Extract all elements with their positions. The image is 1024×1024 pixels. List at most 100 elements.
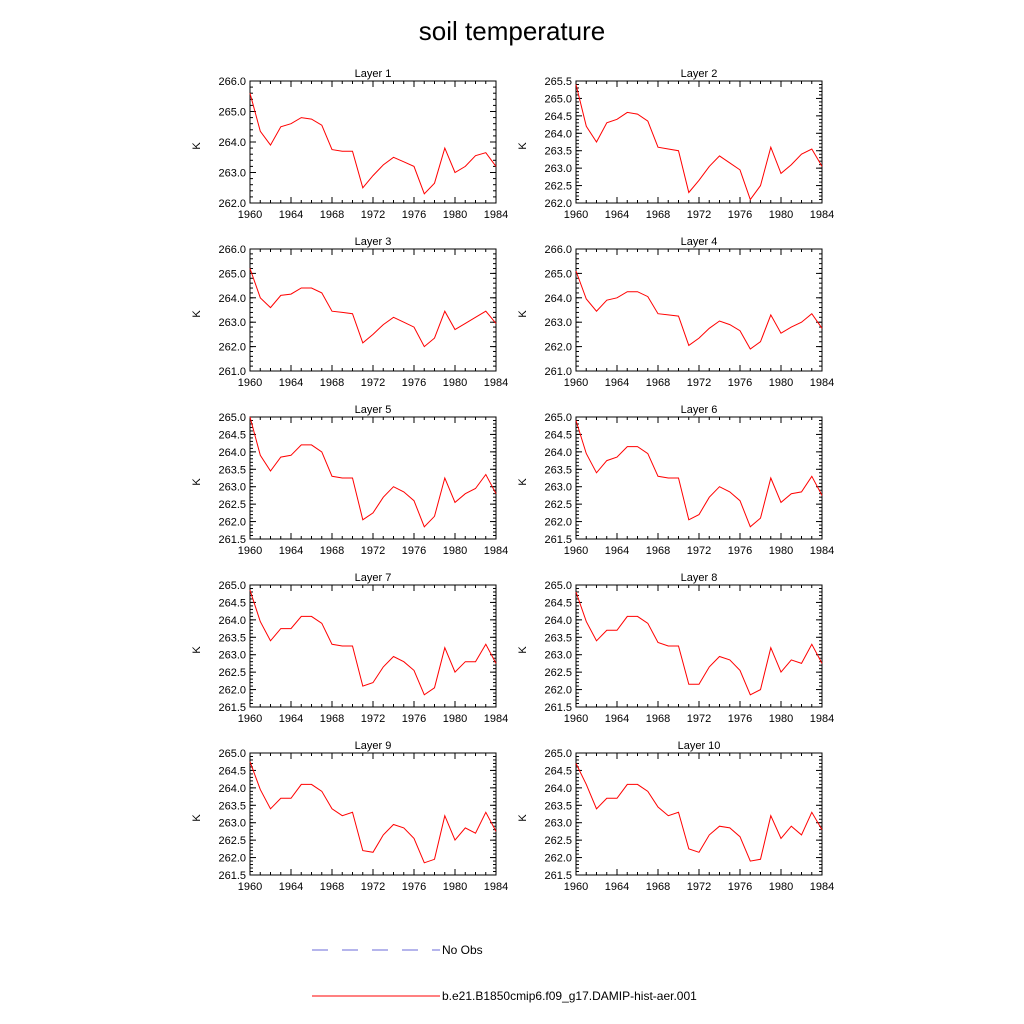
y-tick-label: 262.0 bbox=[544, 198, 572, 210]
x-tick-label: 1964 bbox=[605, 881, 629, 893]
x-tick-label: 1968 bbox=[646, 209, 670, 221]
panel-layer-6: Layer 6 K 1960 1964 1968 1972 1976 1980 1984 261.… bbox=[517, 404, 834, 557]
legend-label-model: b.e21.B1850cmip6.f09_g17.DAMIP-hist-aer.… bbox=[442, 989, 697, 1003]
y-tick-label: 265.0 bbox=[544, 748, 572, 760]
x-tick-label: 1960 bbox=[238, 881, 262, 893]
y-tick-label: 264.5 bbox=[544, 111, 572, 123]
x-tick-label: 1984 bbox=[810, 713, 834, 725]
x-tick-label: 1968 bbox=[646, 377, 670, 389]
y-tick-label: 265.0 bbox=[544, 268, 572, 280]
plot-frame bbox=[249, 248, 497, 372]
x-tick-label: 1980 bbox=[443, 881, 467, 893]
panel-layer-9: Layer 9 K 1960 1964 1968 1972 1976 1980 1984 261.… bbox=[191, 740, 508, 893]
y-tick-label: 264.5 bbox=[544, 597, 572, 609]
plot-frame bbox=[249, 584, 497, 708]
y-tick-label: 261.5 bbox=[218, 870, 246, 882]
legend: No Obs b.e21.B1850cmip6.f09_g17.DAMIP-hi… bbox=[312, 943, 697, 1003]
x-tick-label: 1976 bbox=[402, 377, 426, 389]
y-tick-label: 263.5 bbox=[544, 632, 572, 644]
x-tick-label: 1968 bbox=[646, 881, 670, 893]
series-line-model bbox=[249, 761, 497, 864]
y-tick-label: 263.0 bbox=[544, 163, 572, 175]
y-tick-label: 265.0 bbox=[218, 412, 246, 424]
plot-frame bbox=[249, 80, 497, 204]
x-tick-label: 1976 bbox=[728, 713, 752, 725]
x-tick-label: 1960 bbox=[238, 377, 262, 389]
series-line-model bbox=[575, 591, 823, 696]
y-tick-label: 263.0 bbox=[218, 168, 246, 180]
y-tick-label: 264.5 bbox=[218, 597, 246, 609]
panel-title: Layer 9 bbox=[355, 740, 392, 752]
y-tick-label: 263.0 bbox=[544, 317, 572, 329]
y-tick-label: 265.0 bbox=[218, 268, 246, 280]
y-tick-label: 262.0 bbox=[218, 685, 246, 697]
x-tick-label: 1976 bbox=[728, 881, 752, 893]
series-line-model bbox=[575, 763, 823, 862]
y-tick-label: 265.0 bbox=[218, 748, 246, 760]
panels: Layer 1 K 1960 1964 1968 1972 1976 1980 1984 262.… bbox=[191, 68, 834, 893]
x-tick-label: 1984 bbox=[484, 209, 508, 221]
series-line-model bbox=[249, 590, 497, 696]
y-tick-label: 263.0 bbox=[544, 482, 572, 494]
x-tick-label: 1984 bbox=[484, 545, 508, 557]
x-tick-label: 1964 bbox=[605, 209, 629, 221]
y-tick-label: 264.0 bbox=[544, 128, 572, 140]
y-tick-label: 261.5 bbox=[218, 702, 246, 714]
panel-title: Layer 1 bbox=[355, 68, 392, 80]
y-tick-label: 262.0 bbox=[218, 198, 246, 210]
x-tick-label: 1972 bbox=[687, 377, 711, 389]
y-tick-label: 264.0 bbox=[544, 783, 572, 795]
y-tick-label: 266.0 bbox=[544, 244, 572, 256]
figure-title: soil temperature bbox=[419, 16, 605, 46]
x-tick-label: 1984 bbox=[484, 377, 508, 389]
x-tick-label: 1980 bbox=[769, 713, 793, 725]
y-tick-label: 264.5 bbox=[218, 765, 246, 777]
x-tick-label: 1964 bbox=[605, 377, 629, 389]
series-line-model bbox=[575, 420, 823, 528]
x-tick-label: 1980 bbox=[769, 377, 793, 389]
x-tick-label: 1972 bbox=[687, 545, 711, 557]
x-tick-label: 1964 bbox=[279, 881, 303, 893]
x-tick-label: 1964 bbox=[279, 377, 303, 389]
plot-frame bbox=[575, 584, 823, 708]
x-tick-label: 1984 bbox=[810, 209, 834, 221]
y-tick-label: 265.0 bbox=[544, 93, 572, 105]
x-tick-label: 1960 bbox=[564, 881, 588, 893]
y-tick-label: 265.0 bbox=[218, 580, 246, 592]
panel-layer-1: Layer 1 K 1960 1964 1968 1972 1976 1980 1984 262.… bbox=[191, 68, 508, 221]
y-tick-label: 265.0 bbox=[218, 107, 246, 119]
y-tick-label: 261.0 bbox=[544, 366, 572, 378]
y-tick-label: 262.5 bbox=[544, 181, 572, 193]
y-axis-label: K bbox=[191, 310, 203, 318]
y-tick-label: 263.0 bbox=[544, 818, 572, 830]
x-tick-label: 1976 bbox=[402, 881, 426, 893]
x-tick-label: 1972 bbox=[361, 713, 385, 725]
y-axis-label: K bbox=[517, 142, 529, 150]
x-tick-label: 1960 bbox=[238, 209, 262, 221]
y-tick-label: 265.0 bbox=[544, 580, 572, 592]
y-tick-label: 262.5 bbox=[218, 835, 246, 847]
y-tick-label: 264.0 bbox=[218, 447, 246, 459]
series-line-model bbox=[575, 84, 823, 201]
plot-frame bbox=[575, 416, 823, 540]
y-axis-label: K bbox=[191, 814, 203, 822]
x-tick-label: 1976 bbox=[402, 545, 426, 557]
y-tick-label: 262.0 bbox=[544, 853, 572, 865]
y-tick-label: 262.0 bbox=[218, 342, 246, 354]
y-tick-label: 264.5 bbox=[544, 765, 572, 777]
panel-title: Layer 5 bbox=[355, 404, 392, 416]
panel-title: Layer 4 bbox=[681, 236, 718, 248]
panel-title: Layer 2 bbox=[681, 68, 718, 80]
y-tick-label: 262.5 bbox=[544, 499, 572, 511]
x-tick-label: 1980 bbox=[769, 881, 793, 893]
y-axis-label: K bbox=[517, 478, 529, 486]
plot-frame bbox=[575, 752, 823, 876]
panel-layer-8: Layer 8 K 1960 1964 1968 1972 1976 1980 1984 261.… bbox=[517, 572, 834, 725]
x-tick-label: 1968 bbox=[320, 209, 344, 221]
panel-layer-2: Layer 2 K 1960 1964 1968 1972 1976 1980 1984 262.… bbox=[517, 68, 834, 221]
y-tick-label: 261.5 bbox=[544, 534, 572, 546]
y-tick-label: 264.0 bbox=[218, 783, 246, 795]
panel-layer-3: Layer 3 K 1960 1964 1968 1972 1976 1980 1984 261.… bbox=[191, 236, 508, 389]
x-tick-label: 1972 bbox=[687, 881, 711, 893]
series-line-model bbox=[249, 93, 497, 195]
